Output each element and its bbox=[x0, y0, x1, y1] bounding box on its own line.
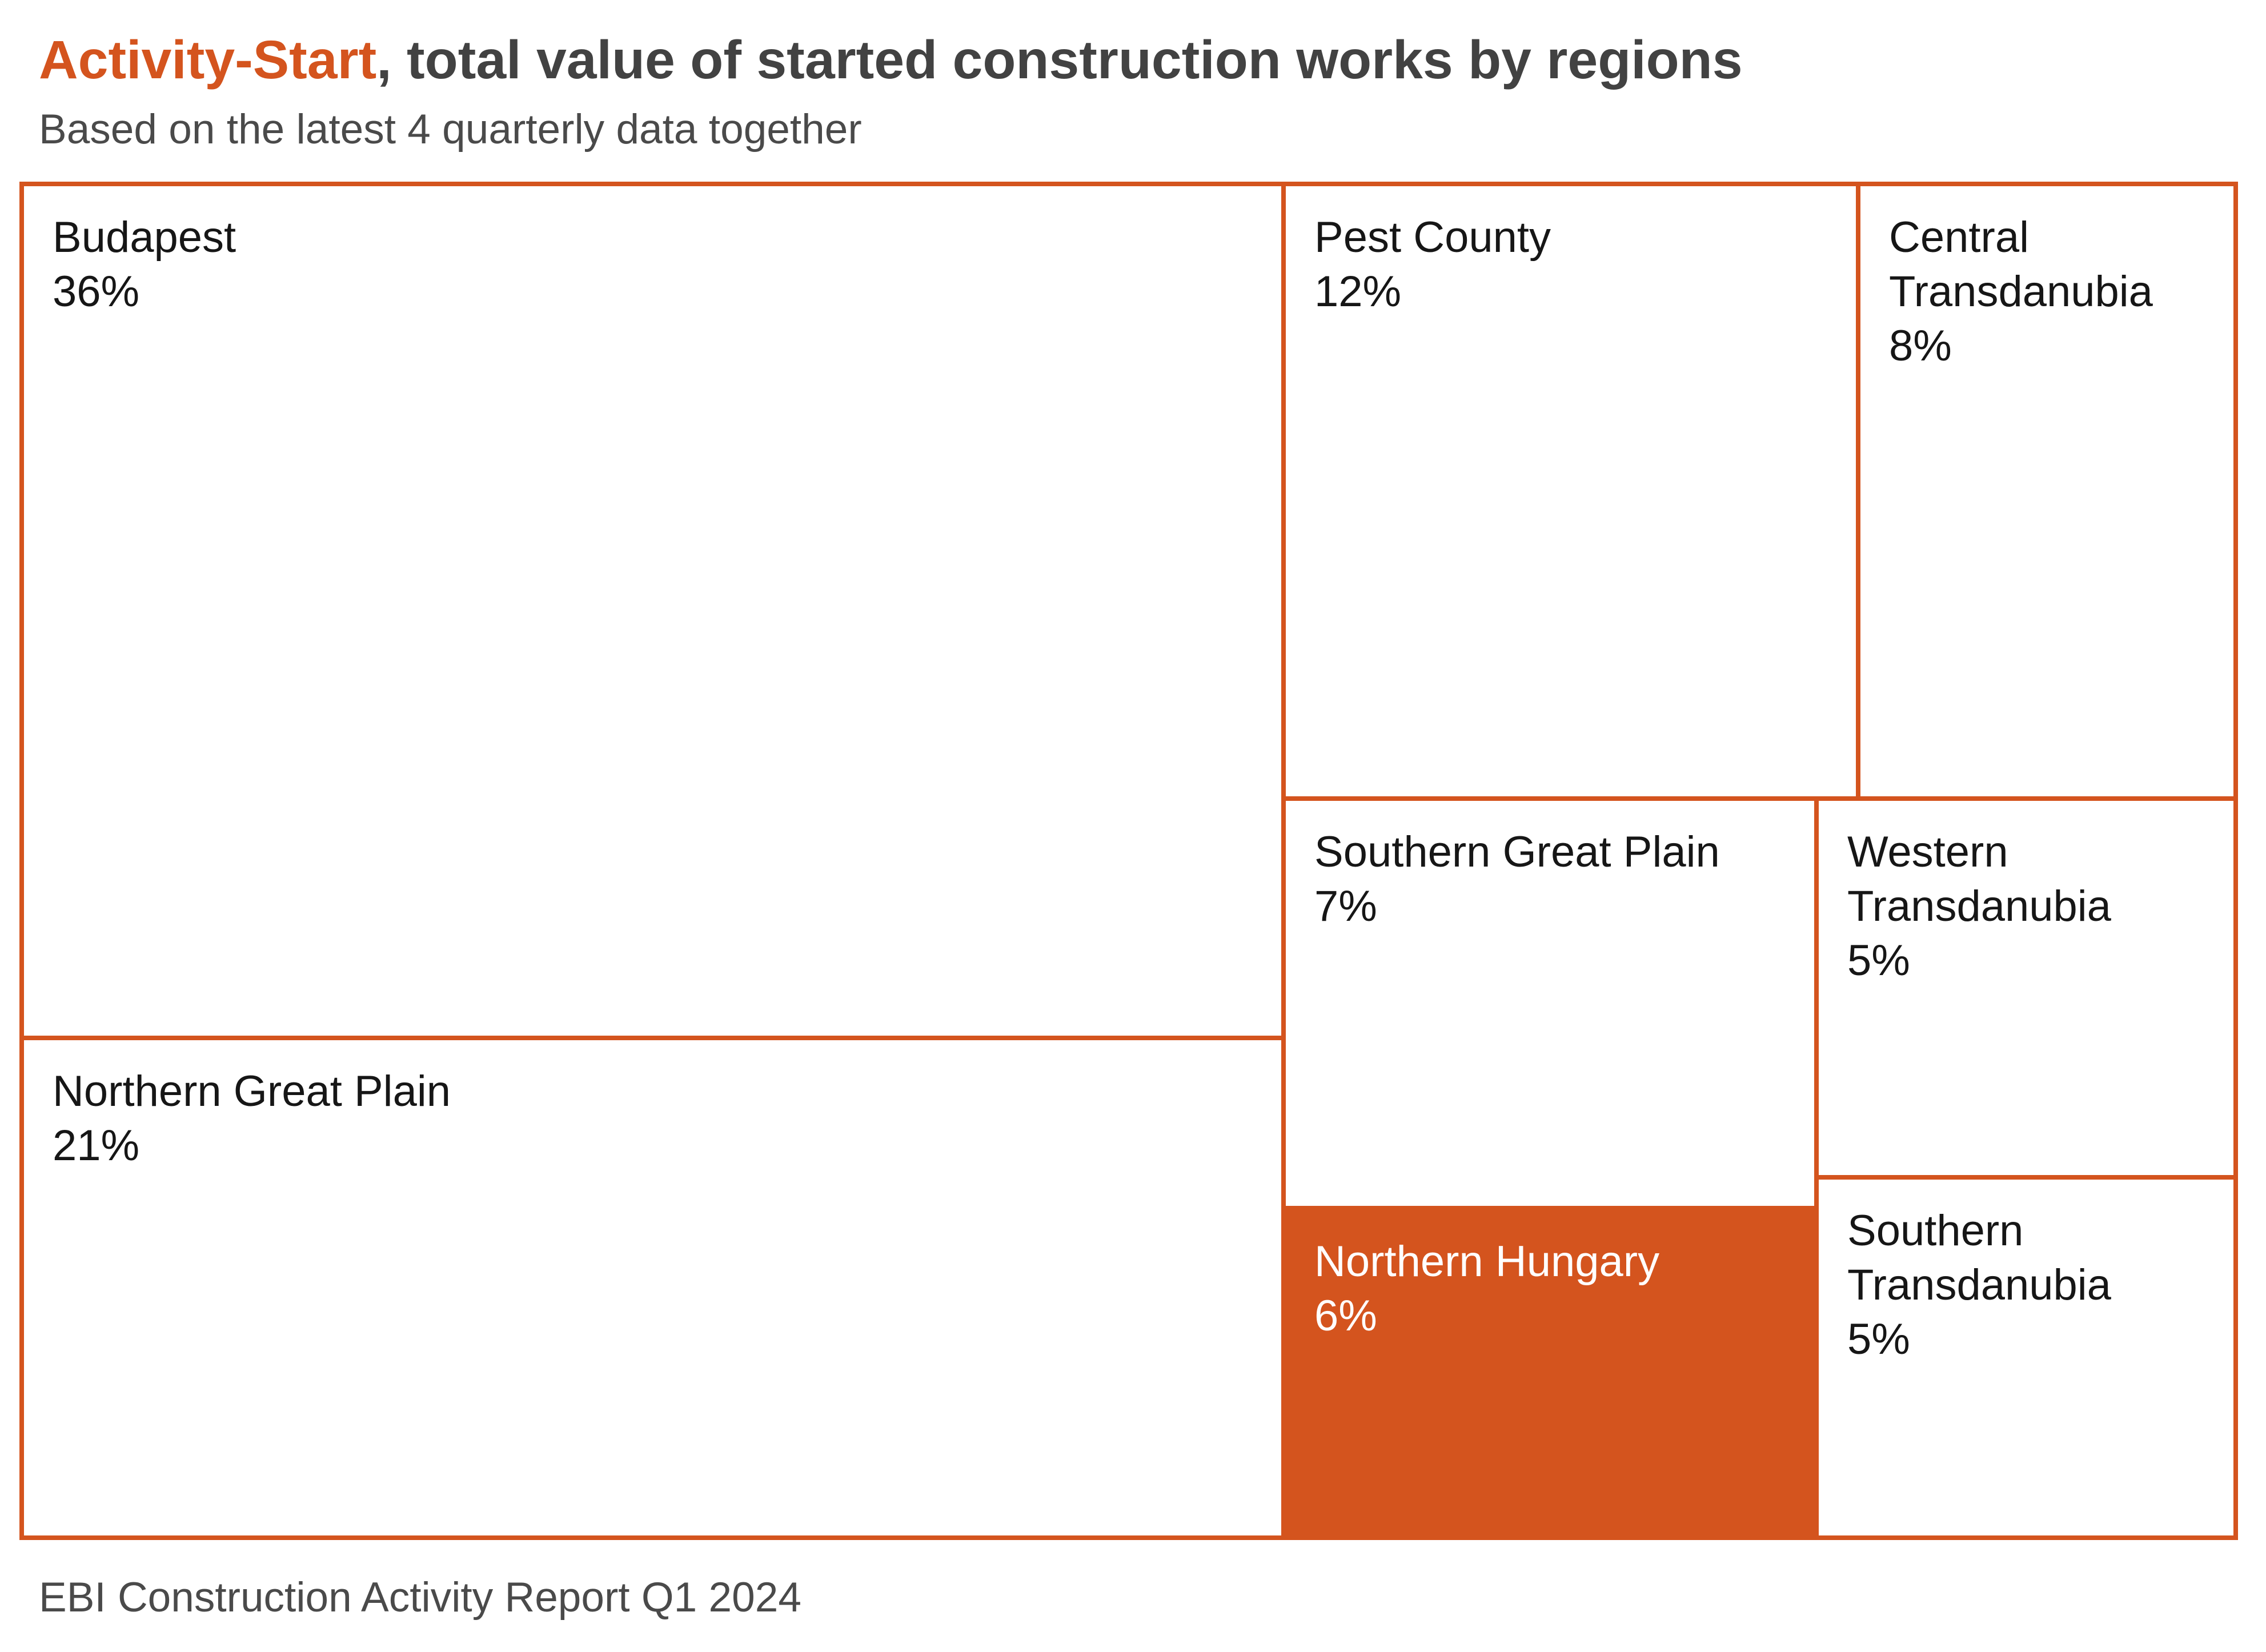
cell-value: 12% bbox=[1314, 267, 1402, 316]
cell-label: Western Transdanubia bbox=[1847, 828, 2111, 931]
treemap-cell-western-transdanubia[interactable]: Western Transdanubia 5% bbox=[1816, 799, 2236, 1177]
cell-value: 5% bbox=[1847, 1315, 1910, 1364]
cell-label: Southern Great Plain bbox=[1314, 828, 1720, 876]
cell-value: 7% bbox=[1314, 882, 1377, 931]
treemap-cell-southern-transdanubia[interactable]: Southern Transdanubia 5% bbox=[1816, 1177, 2236, 1538]
page-subtitle: Based on the latest 4 quarterly data tog… bbox=[39, 106, 862, 153]
page-title-highlight: Activity-Start bbox=[39, 30, 377, 90]
treemap-cell-northern-great-plain[interactable]: Northern Great Plain 21% bbox=[22, 1038, 1284, 1538]
treemap-cell-budapest[interactable]: Budapest 36% bbox=[22, 184, 1284, 1038]
treemap-cell-southern-great-plain[interactable]: Southern Great Plain 7% bbox=[1284, 799, 1816, 1208]
cell-label: Northern Great Plain bbox=[53, 1067, 451, 1116]
cell-value: 6% bbox=[1314, 1292, 1377, 1340]
cell-value: 8% bbox=[1889, 322, 1952, 370]
treemap-chart: Budapest 36% Northern Great Plain 21% Pe… bbox=[19, 182, 2238, 1540]
cell-value: 21% bbox=[53, 1121, 140, 1170]
treemap-cell-central-transdanubia[interactable]: Central Transdanubia 8% bbox=[1858, 184, 2236, 799]
report-footer: EBI Construction Activity Report Q1 2024 bbox=[39, 1574, 801, 1621]
cell-label: Pest County bbox=[1314, 213, 1551, 262]
cell-label: Budapest bbox=[53, 213, 236, 262]
cell-label: Southern Transdanubia bbox=[1847, 1206, 2111, 1309]
cell-value: 5% bbox=[1847, 936, 1910, 985]
page-title-rest: , total value of started construction wo… bbox=[376, 30, 1743, 90]
page-title: Activity-Start, total value of started c… bbox=[39, 27, 2209, 93]
cell-label: Central Transdanubia bbox=[1889, 213, 2153, 316]
cell-label: Northern Hungary bbox=[1314, 1237, 1660, 1286]
treemap-cell-pest-county[interactable]: Pest County 12% bbox=[1284, 184, 1858, 799]
treemap-cell-northern-hungary[interactable]: Northern Hungary 6% bbox=[1284, 1208, 1816, 1538]
cell-value: 36% bbox=[53, 267, 140, 316]
